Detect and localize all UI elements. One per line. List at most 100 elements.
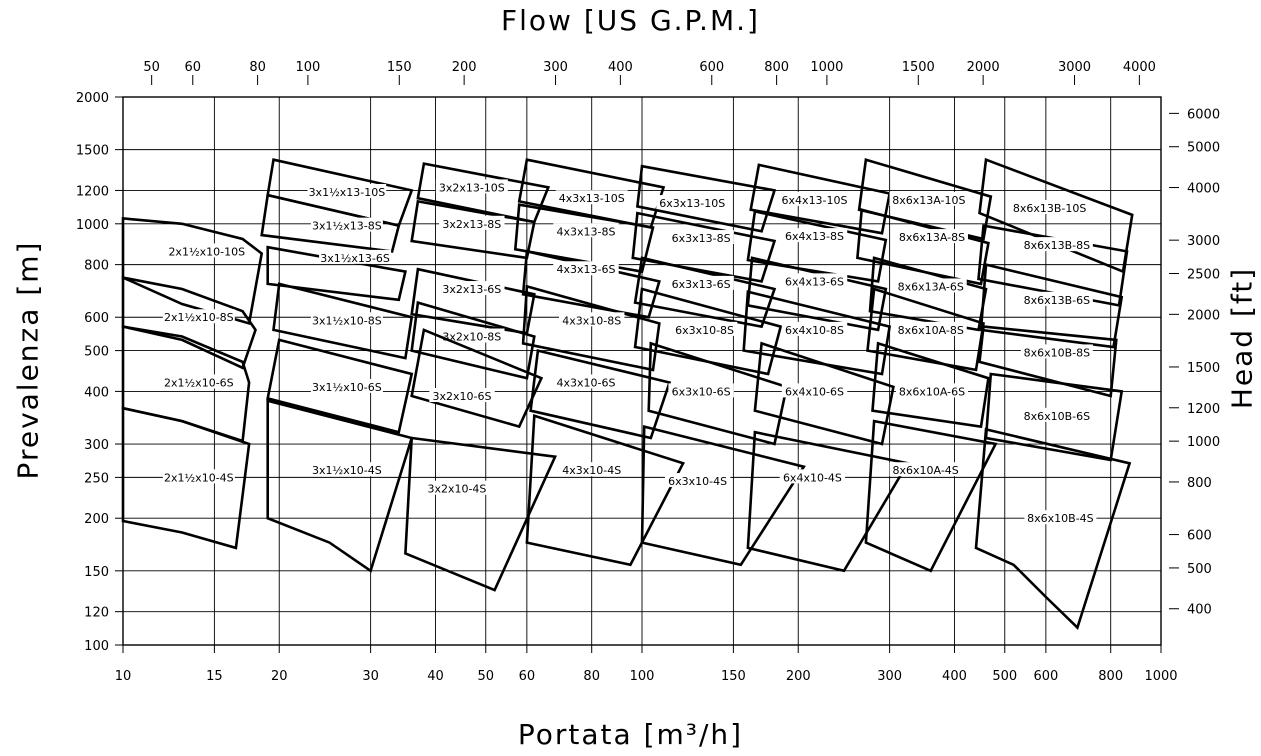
pump-label: 8x6x10A-8S <box>898 324 964 337</box>
x2-tick-label: 300 <box>543 60 568 75</box>
y2-tick-label: 2500 <box>1187 268 1220 283</box>
pump-curve-6x3x10-4S <box>640 424 806 567</box>
y2-tick-label: 1200 <box>1187 402 1220 417</box>
pump-label-bg <box>894 278 967 293</box>
pump-label-bg <box>439 328 505 343</box>
pump-label-bg <box>671 321 738 336</box>
y2-tick-label: 500 <box>1187 562 1212 577</box>
x-tick-label: 300 <box>877 669 902 684</box>
pump-curve-6x4x10-6S <box>753 341 895 446</box>
pump-label-bg <box>895 383 968 398</box>
x2-tick-label: 150 <box>387 60 412 75</box>
y-tick-label: 600 <box>84 311 109 326</box>
pump-curve-4x3x10-4S <box>525 414 685 567</box>
pump-label: 3x1½x13-6S <box>320 252 390 265</box>
portata-axis-title: Portata [m³/h] <box>517 718 744 751</box>
pump-label-bg <box>555 190 628 205</box>
pump-label: 8x6x10B-8S <box>1024 346 1091 359</box>
x-tick-label: 400 <box>942 669 967 684</box>
x2-tick-label: 4000 <box>1123 60 1156 75</box>
pump-label: 8x6x13A-6S <box>898 280 964 293</box>
pump-label: 4x3x10-6S <box>557 376 616 389</box>
pump-label: 8x6x13B-10S <box>1013 202 1087 215</box>
x2-tick-label: 80 <box>249 60 266 75</box>
pump-label: 8x6x10A-4S <box>893 464 959 477</box>
y2-tick-label: 6000 <box>1187 107 1220 122</box>
pump-label: 6x4x13-10S <box>782 194 848 207</box>
x-tick-label: 10 <box>115 669 132 684</box>
pump-label: 6x4x10-8S <box>785 324 844 337</box>
x2-tick-label: 50 <box>143 60 160 75</box>
pump-curve-3x2x10-4S <box>404 436 558 592</box>
pump-label-bg <box>553 261 619 276</box>
pump-label-bg <box>553 374 619 389</box>
pump-label: 4x3x10-4S <box>562 464 621 477</box>
pump-label: 2x1½x10-10S <box>168 245 245 258</box>
pump-label: 3x1½x13-8S <box>312 220 382 233</box>
y-tick-label: 1500 <box>76 144 109 159</box>
pump-label-bg <box>319 249 392 264</box>
pump-label-bg <box>559 462 625 477</box>
pump-label-bg <box>779 469 846 484</box>
y-tick-label: 1200 <box>76 184 109 199</box>
pump-label-bg <box>781 321 848 336</box>
x-tick-label: 800 <box>1098 669 1123 684</box>
x-tick-label: 100 <box>630 669 655 684</box>
pump-curve-3x1½x10-6S <box>266 338 414 434</box>
y2-tick-label: 3000 <box>1187 234 1220 249</box>
pump-curve-8x6x13B-6S <box>979 262 1124 349</box>
pump-label-bg <box>1020 344 1093 359</box>
pump-label-bg <box>1020 407 1093 422</box>
pump-label-bg <box>553 223 619 238</box>
pump-label: 8x6x13A-10S <box>892 194 965 207</box>
y-tick-label: 2000 <box>76 91 109 106</box>
pump-label: 6x4x10-4S <box>783 471 842 484</box>
pump-label-bg <box>664 473 731 488</box>
pump-label-bg <box>1020 291 1093 306</box>
pump-label: 8x6x10A-6S <box>899 385 965 398</box>
pump-label-bg <box>1024 510 1097 525</box>
pump-curve-2x1½x10-10S <box>121 216 264 326</box>
pump-label-bg <box>889 191 969 206</box>
pump-label-bg <box>307 183 387 198</box>
pump-label-bg <box>778 191 851 206</box>
pump-curve-4x3x10-6S <box>529 348 672 440</box>
pump-label: 8x6x13B-8S <box>1024 239 1091 252</box>
pump-label: 8x6x13B-6S <box>1024 294 1091 307</box>
pump-curve-3x1½x10-4S <box>266 399 414 573</box>
pump-curve-4x3x10-8S <box>521 284 661 372</box>
pump-label: 3x2x10-4S <box>427 483 486 496</box>
y2-tick-label: 600 <box>1187 529 1212 544</box>
x-tick-label: 500 <box>992 669 1017 684</box>
pump-label-bg <box>424 480 490 495</box>
pump-curve-3x2x13-6S <box>410 267 536 335</box>
pump-label: 8x6x10B-6S <box>1024 410 1091 423</box>
pump-curve-8x6x10A-8S <box>866 287 985 372</box>
x-tick-label: 150 <box>721 669 746 684</box>
y2-tick-label: 400 <box>1187 603 1212 618</box>
pump-label-bg <box>429 388 495 403</box>
pump-label: 6x4x13-6S <box>785 275 844 288</box>
pump-curve-6x4x10-8S <box>742 290 892 376</box>
pump-label-bg <box>559 312 625 327</box>
pump-label-bg <box>668 275 734 290</box>
pump-label: 3x2x10-8S <box>442 331 501 344</box>
pump-label: 3x2x10-6S <box>433 390 492 403</box>
x2-tick-label: 600 <box>699 60 724 75</box>
y-tick-label: 150 <box>84 565 109 580</box>
pump-label: 6x3x10-8S <box>675 324 734 337</box>
x-tick-label: 600 <box>1033 669 1058 684</box>
x2-tick-label: 800 <box>764 60 789 75</box>
pump-label-bg <box>167 243 247 258</box>
pump-label-bg <box>1010 200 1089 215</box>
pump-curve-6x3x13-10S <box>635 164 777 233</box>
x2-tick-label: 100 <box>295 60 320 75</box>
pump-curve-8x6x10A-4S <box>864 419 998 573</box>
pump-label: 6x3x13-10S <box>659 197 725 210</box>
x2-tick-label: 400 <box>608 60 633 75</box>
pump-label-bg <box>781 273 848 288</box>
pump-label: 2x1½x10-4S <box>164 471 234 484</box>
pump-label: 8x6x13A-8S <box>899 231 965 244</box>
pump-label-bg <box>310 378 383 393</box>
